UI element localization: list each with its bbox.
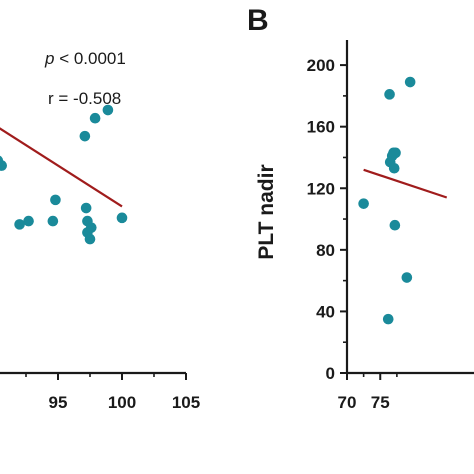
y-axis-label-b: PLT nadir [255, 164, 278, 259]
data-point [89, 112, 101, 124]
data-point [382, 313, 394, 325]
x-tick-label: 70 [338, 393, 357, 412]
p-symbol: p [44, 49, 54, 68]
p-value-text: < 0.0001 [54, 49, 125, 68]
regression-line [0, 127, 123, 208]
data-point [102, 104, 114, 116]
data-point [390, 147, 401, 159]
data-point [358, 198, 369, 209]
y-tick-label: 120 [307, 179, 335, 198]
data-point [79, 130, 91, 142]
panel-a: p < 0.0001 r = -0.508 95 100 105 [0, 49, 200, 412]
data-point [388, 162, 400, 174]
data-point [404, 76, 416, 88]
r-value-annotation: r = -0.508 [48, 89, 121, 108]
data-point [401, 272, 413, 283]
data-point [389, 219, 401, 231]
data-point [85, 222, 97, 233]
y-tick-label: 200 [307, 56, 335, 75]
y-tick-label: 40 [316, 302, 335, 321]
panel-b: B PLT nadir 70 75 0 40 80 120 160 200 [247, 4, 474, 412]
x-tick-label: 95 [49, 393, 68, 412]
p-value-annotation: p < 0.0001 [44, 49, 126, 68]
x-tick-label: 105 [172, 393, 200, 412]
panel-label-b: B [247, 4, 269, 37]
x-tick-label: 75 [371, 393, 390, 412]
data-point [384, 89, 395, 100]
y-tick-label: 0 [326, 364, 335, 383]
y-tick-label: 160 [307, 118, 335, 137]
data-point [116, 212, 128, 224]
data-point [84, 233, 96, 245]
data-point [80, 202, 92, 214]
data-point [14, 219, 25, 230]
x-tick-label: 100 [108, 393, 136, 412]
data-point [50, 194, 61, 206]
data-point [47, 215, 59, 227]
regression-line [363, 168, 448, 199]
data-point [23, 215, 34, 227]
y-tick-label: 80 [316, 241, 335, 260]
data-point [0, 160, 7, 171]
